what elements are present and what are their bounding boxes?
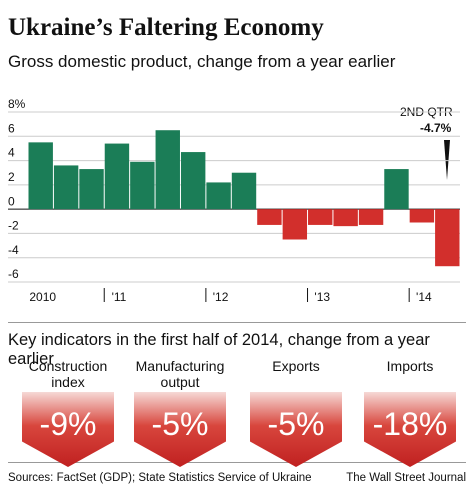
indicator-label: Exports [272,358,320,374]
indicator: Construction index -9% [13,358,123,467]
y-tick-label: -4 [8,243,19,257]
bar [155,130,180,210]
source: Sources: FactSet (GDP); State Statistics… [8,472,312,484]
indicators-title: Key indicators in the first half of 2014… [8,331,430,368]
y-tick-label: 8% [8,97,26,111]
annotation-arrow [444,140,450,180]
bar [358,209,384,225]
y-tick-label: -6 [8,267,19,281]
title: Ukraine’s Faltering Economy [8,14,324,41]
x-tick-label: 2010 [29,290,56,304]
x-tick-label: '14 [416,290,432,304]
bar [333,209,358,227]
bar [231,172,257,210]
indicator-value: -5% [250,392,342,467]
indicator-label: Manufacturing output [135,358,225,390]
bar [130,161,155,210]
y-tick-label: 4 [8,146,15,160]
bar [28,142,53,210]
y-tick-label: 2 [8,170,15,184]
divider [8,462,466,463]
x-tick-label: '12 [213,290,229,304]
x-tick-label: '11 [112,290,127,304]
y-tick-label: -2 [8,219,19,233]
bar [308,209,333,225]
bar [206,182,231,210]
bar [53,165,79,210]
indicator: Exports -5% [241,358,351,467]
indicator: Manufacturing output -5% [125,358,235,467]
bar [180,152,206,210]
subtitle: Gross domestic product, change from a ye… [8,52,396,71]
bar [435,209,460,267]
indicator-label: Construction index [28,358,108,390]
indicator-value: -9% [22,392,114,467]
bar [257,209,282,225]
indicator-value: -18% [364,392,456,467]
bar [282,209,308,240]
indicator: Imports -18% [355,358,465,467]
y-tick-label: 6 [8,121,15,135]
divider [8,322,466,323]
bar [384,169,409,210]
indicator-label: Imports [386,358,434,374]
credit: The Wall Street Journal [346,472,466,484]
y-tick-label: 0 [8,194,15,208]
x-tick-label: '13 [314,290,330,304]
bar [104,143,130,210]
bar [79,169,104,210]
annotation: -4.7% [420,121,452,135]
indicator-value: -5% [134,392,226,467]
bar [409,209,435,223]
